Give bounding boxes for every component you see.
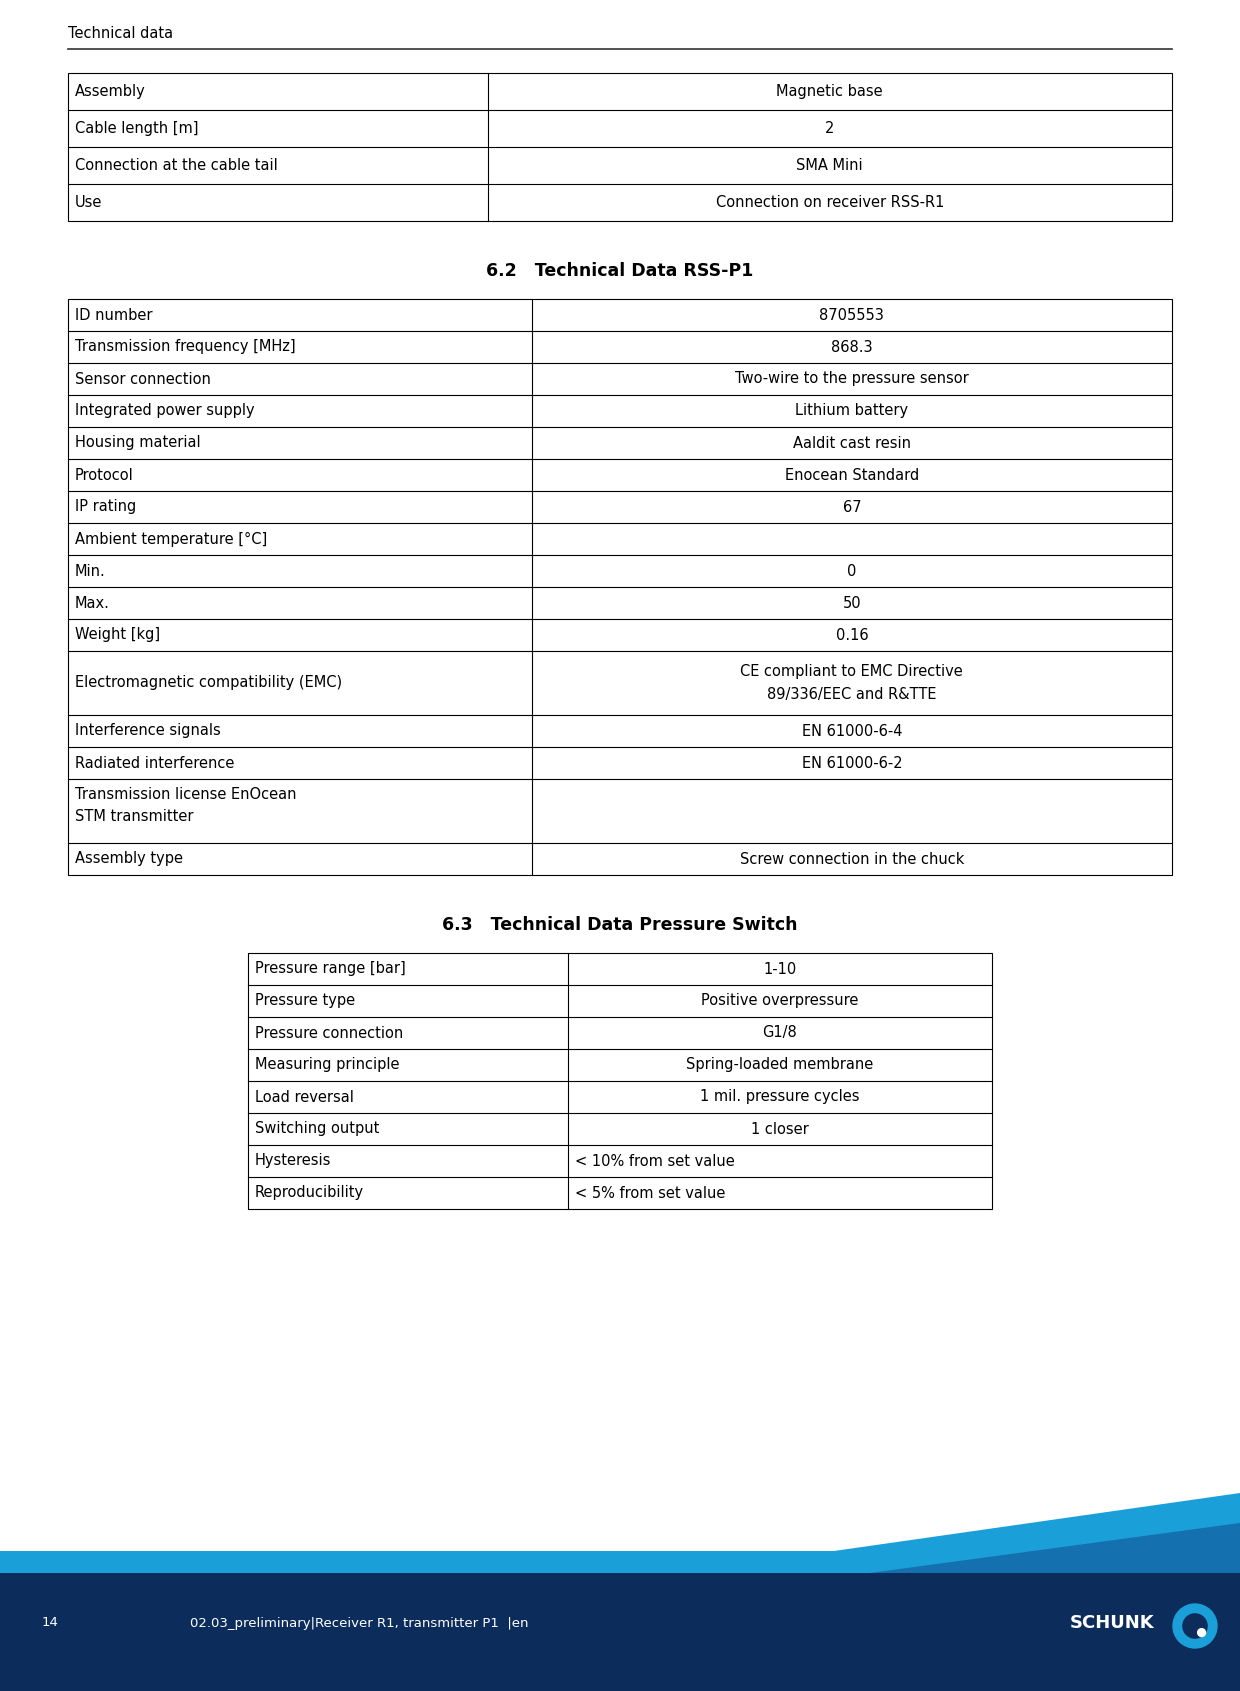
Text: Hysteresis: Hysteresis (255, 1153, 331, 1168)
Text: G1/8: G1/8 (763, 1025, 797, 1040)
Text: ID number: ID number (74, 308, 153, 323)
Circle shape (1198, 1628, 1205, 1637)
Text: 1 closer: 1 closer (751, 1121, 808, 1136)
Circle shape (1183, 1613, 1207, 1639)
Text: Pressure range [bar]: Pressure range [bar] (255, 962, 405, 976)
Text: Measuring principle: Measuring principle (255, 1057, 399, 1072)
Text: SCHUNK: SCHUNK (1070, 1613, 1154, 1632)
Text: IP rating: IP rating (74, 499, 136, 514)
Text: EN 61000-6-2: EN 61000-6-2 (801, 756, 903, 771)
Text: Assembly type: Assembly type (74, 852, 184, 866)
Text: 0.16: 0.16 (836, 627, 868, 643)
Text: Enocean Standard: Enocean Standard (785, 467, 919, 482)
Text: Two-wire to the pressure sensor: Two-wire to the pressure sensor (735, 372, 968, 387)
Text: Use: Use (74, 194, 103, 210)
Text: SMA Mini: SMA Mini (796, 157, 863, 172)
Text: Connection at the cable tail: Connection at the cable tail (74, 157, 278, 172)
Bar (248, 954, 992, 1209)
Circle shape (1173, 1605, 1216, 1649)
Text: 868.3: 868.3 (831, 340, 873, 355)
Text: Weight [kg]: Weight [kg] (74, 627, 160, 643)
Text: Pressure connection: Pressure connection (255, 1025, 403, 1040)
Bar (68, 73, 1172, 222)
Text: 6.3   Technical Data Pressure Switch: 6.3 Technical Data Pressure Switch (443, 917, 797, 933)
Text: Screw connection in the chuck: Screw connection in the chuck (739, 852, 963, 866)
Text: Positive overpressure: Positive overpressure (702, 994, 858, 1008)
Text: 1 mil. pressure cycles: 1 mil. pressure cycles (701, 1089, 859, 1104)
Text: 02.03_preliminary|Receiver R1, transmitter P1  |en: 02.03_preliminary|Receiver R1, transmitt… (190, 1617, 528, 1630)
Text: Load reversal: Load reversal (255, 1089, 353, 1104)
Text: Switching output: Switching output (255, 1121, 379, 1136)
Bar (0, 1573, 1240, 1691)
Text: Interference signals: Interference signals (74, 724, 221, 739)
Text: 8705553: 8705553 (820, 308, 884, 323)
Text: 6.2   Technical Data RSS-P1: 6.2 Technical Data RSS-P1 (486, 262, 754, 281)
Text: CE compliant to EMC Directive
89/336/EEC and R&TTE: CE compliant to EMC Directive 89/336/EEC… (740, 665, 963, 702)
Text: Transmission frequency [MHz]: Transmission frequency [MHz] (74, 340, 295, 355)
Polygon shape (680, 1493, 1240, 1573)
Text: Integrated power supply: Integrated power supply (74, 404, 254, 418)
Text: Magnetic base: Magnetic base (776, 85, 883, 100)
Text: Electromagnetic compatibility (EMC): Electromagnetic compatibility (EMC) (74, 675, 342, 690)
Text: Connection on receiver RSS-R1: Connection on receiver RSS-R1 (715, 194, 944, 210)
Text: Aaldit cast resin: Aaldit cast resin (792, 436, 911, 450)
Text: Ambient temperature [°C]: Ambient temperature [°C] (74, 531, 268, 546)
Text: Min.: Min. (74, 563, 105, 578)
Text: Radiated interference: Radiated interference (74, 756, 234, 771)
Text: Reproducibility: Reproducibility (255, 1185, 365, 1201)
Text: 50: 50 (842, 595, 861, 610)
Text: Protocol: Protocol (74, 467, 134, 482)
Text: Sensor connection: Sensor connection (74, 372, 211, 387)
Text: < 5% from set value: < 5% from set value (575, 1185, 725, 1201)
Text: 1-10: 1-10 (764, 962, 796, 976)
Text: Max.: Max. (74, 595, 110, 610)
Bar (68, 299, 1172, 874)
Text: < 10% from set value: < 10% from set value (575, 1153, 734, 1168)
Text: 0: 0 (847, 563, 857, 578)
Text: Assembly: Assembly (74, 85, 146, 100)
Text: Housing material: Housing material (74, 436, 201, 450)
Text: Spring-loaded membrane: Spring-loaded membrane (686, 1057, 874, 1072)
Bar (0, 1551, 1240, 1573)
Text: Lithium battery: Lithium battery (795, 404, 909, 418)
Text: 14: 14 (42, 1617, 58, 1630)
Text: Pressure type: Pressure type (255, 994, 355, 1008)
Text: Cable length [m]: Cable length [m] (74, 122, 198, 135)
Text: 2: 2 (825, 122, 835, 135)
Text: 67: 67 (842, 499, 861, 514)
Text: EN 61000-6-4: EN 61000-6-4 (801, 724, 901, 739)
Polygon shape (870, 1524, 1240, 1573)
Text: Transmission license EnOcean
STM transmitter: Transmission license EnOcean STM transmi… (74, 786, 296, 824)
Text: Technical data: Technical data (68, 25, 174, 41)
